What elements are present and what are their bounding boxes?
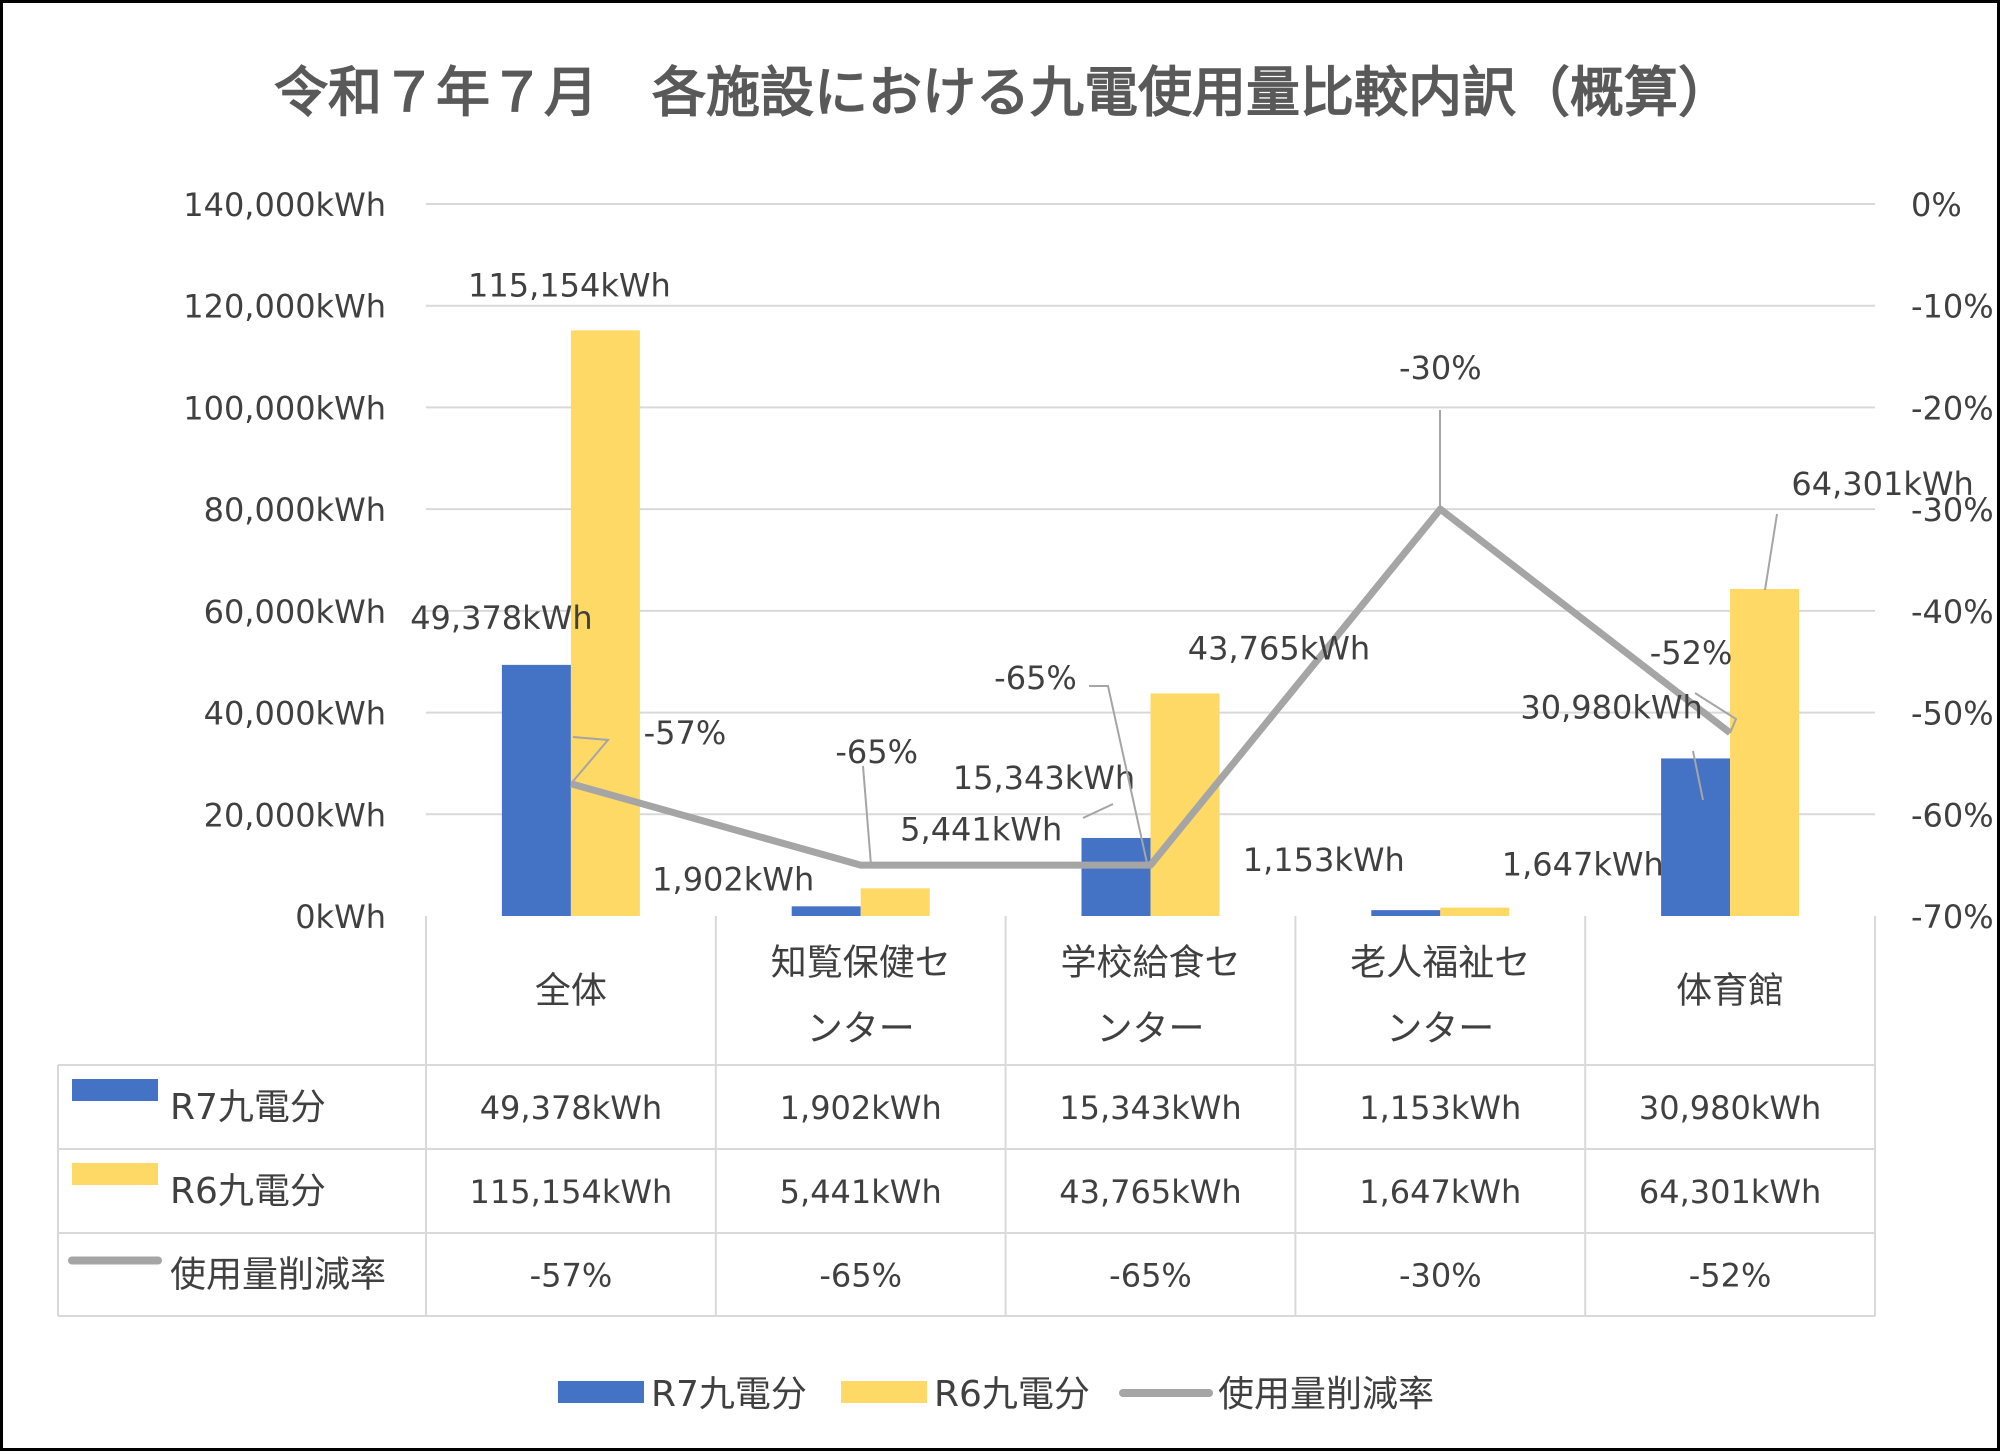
bar-r6 (1151, 693, 1220, 916)
right-axis-tick-label: -20% (1911, 389, 1994, 427)
category-label: ンター (807, 1009, 915, 1050)
table-cell: 49,378kWh (480, 1089, 662, 1127)
leader-line (1083, 804, 1113, 818)
left-axis-tick-label: 120,000kWh (183, 288, 386, 326)
bar-r7 (1661, 758, 1730, 916)
table-cell: -30% (1399, 1257, 1482, 1295)
left-axis: 0kWh 20,000kWh 40,000kWh 60,000kWh 80,000kWh… (183, 186, 386, 936)
data-label-r7: 1,153kWh (1243, 841, 1405, 879)
left-axis-tick-label: 80,000kWh (204, 491, 386, 529)
left-axis-tick-label: 140,000kWh (183, 186, 386, 224)
right-axis-tick-label: 0% (1911, 186, 1962, 224)
data-label-r6: 1,647kWh (1502, 846, 1664, 884)
left-axis-tick-label: 40,000kWh (204, 695, 386, 733)
data-label-r7: 1,902kWh (652, 860, 814, 898)
leader-line (861, 766, 871, 865)
table-cell: 5,441kWh (780, 1173, 942, 1211)
bar-r7 (1371, 910, 1440, 916)
left-axis-tick-label: 100,000kWh (183, 389, 386, 427)
legend-label: R6九電分 (934, 1374, 1090, 1415)
table-cell: 15,343kWh (1059, 1089, 1241, 1127)
data-label-r6: 64,301kWh (1791, 465, 1973, 503)
data-label-r6: 115,154kWh (468, 266, 671, 304)
data-label-r7: 30,980kWh (1520, 688, 1702, 726)
category-label: ンター (1096, 1009, 1204, 1050)
category-label: 全体 (535, 971, 607, 1012)
table-cell: -65% (819, 1257, 902, 1295)
table-cell: 1,647kWh (1359, 1173, 1521, 1211)
chart: 令和７年７月 各施設における九電使用量比較内訳（概算） 0kWh 20,000kW… (3, 3, 2000, 1454)
category-label: 学校給食セ (1060, 943, 1240, 984)
right-axis-tick-label: -10% (1911, 288, 1994, 326)
table-legend-key (72, 1163, 158, 1185)
table-cell: 43,765kWh (1059, 1173, 1241, 1211)
bar-r6 (861, 888, 930, 916)
bar-r7 (502, 665, 571, 916)
bars (502, 330, 1799, 916)
table-cell: 64,301kWh (1639, 1173, 1821, 1211)
category-label: 知覧保健セ (771, 943, 951, 984)
legend-label: R7九電分 (651, 1374, 807, 1415)
legend-key (841, 1381, 927, 1403)
table-cell: -57% (530, 1257, 613, 1295)
category-label: 体育館 (1676, 971, 1784, 1012)
chart-title: 令和７年７月 各施設における九電使用量比較内訳（概算） (274, 61, 1732, 124)
bar-r6 (1730, 589, 1799, 916)
right-axis-tick-label: -50% (1911, 695, 1994, 733)
table-series-name: R7九電分 (170, 1087, 326, 1128)
data-label-r7: 15,343kWh (953, 759, 1135, 797)
left-axis-tick-label: 20,000kWh (204, 796, 386, 834)
table-cell: 1,902kWh (780, 1089, 942, 1127)
table-cell: -65% (1109, 1257, 1192, 1295)
data-label-rate: -57% (644, 714, 727, 752)
table-cell: 30,980kWh (1639, 1089, 1821, 1127)
data-label-rate: -30% (1399, 349, 1482, 387)
data-label-r6: 43,765kWh (1188, 629, 1370, 667)
leader-line (1765, 514, 1777, 590)
data-label-r7: 49,378kWh (410, 599, 592, 637)
table-legend-key (72, 1079, 158, 1101)
table-cell: 1,153kWh (1359, 1089, 1521, 1127)
category-label: ンター (1386, 1009, 1494, 1050)
data-label-r6: 5,441kWh (900, 810, 1062, 848)
table-cell: -52% (1689, 1257, 1772, 1295)
right-axis-tick-label: -60% (1911, 796, 1994, 834)
bar-r7 (792, 906, 861, 916)
bar-r7 (1082, 838, 1151, 916)
bar-r6 (1440, 908, 1509, 916)
left-axis-tick-label: 60,000kWh (204, 593, 386, 631)
data-label-rate: -52% (1650, 634, 1733, 672)
legend-label: 使用量削減率 (1218, 1374, 1434, 1415)
left-axis-tick-label: 0kWh (295, 898, 386, 936)
right-axis: -70%-60%-50%-40%-30%-20%-10%0% (1911, 186, 1994, 936)
data-label-rate: -65% (994, 659, 1077, 697)
category-label: 老人福祉セ (1350, 943, 1530, 984)
table-cell: 115,154kWh (470, 1173, 673, 1211)
right-axis-tick-label: -40% (1911, 593, 1994, 631)
right-axis-tick-label: -70% (1911, 898, 1994, 936)
table-series-name: 使用量削減率 (170, 1255, 386, 1296)
legend: R7九電分 R6九電分 使用量削減率 (558, 1374, 1434, 1415)
legend-key (558, 1381, 644, 1403)
data-label-rate: -65% (835, 733, 918, 771)
table-series-name: R6九電分 (170, 1171, 326, 1212)
